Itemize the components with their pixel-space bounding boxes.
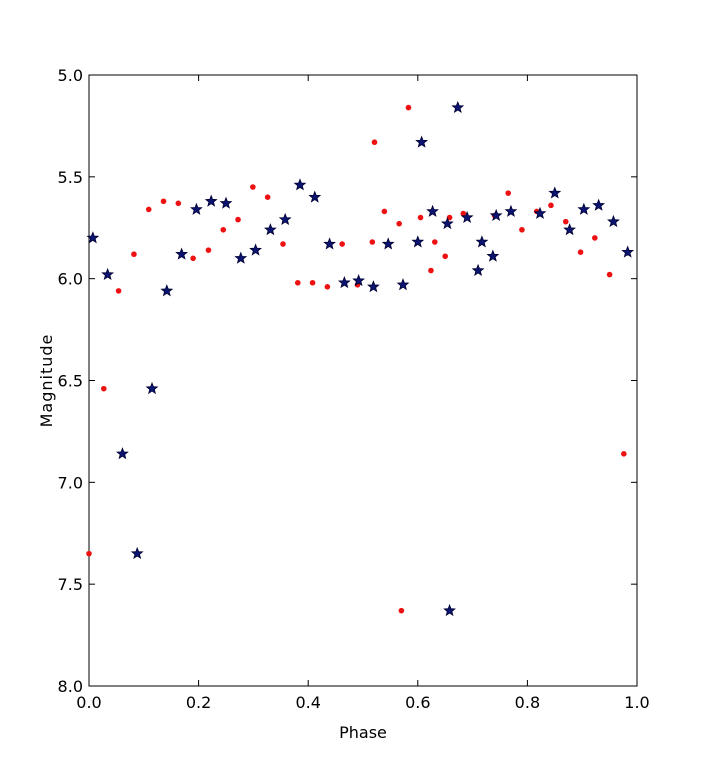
star-data-point [548, 186, 562, 199]
circle-data-point [205, 247, 212, 253]
star-data-point [367, 280, 380, 293]
star-data-point [451, 100, 465, 114]
circle-data-point [505, 190, 512, 196]
circle-data-point [160, 198, 167, 205]
circle-data-point [309, 279, 316, 286]
x-tick-label: 1.0 [624, 693, 649, 712]
data-points [86, 100, 635, 617]
circle-data-point [100, 385, 107, 392]
y-tick-label: 6.5 [58, 372, 83, 391]
plot-area [88, 74, 638, 687]
circle-data-point [398, 607, 405, 614]
star-data-point [323, 237, 336, 250]
star-data-point [130, 546, 144, 560]
star-data-point [249, 243, 262, 256]
x-tick-label: 0.2 [186, 693, 211, 712]
circle-data-point [145, 206, 152, 213]
circle-data-point [190, 255, 196, 262]
circle-data-point [294, 279, 301, 286]
circle-data-point [235, 216, 241, 223]
star-data-point [533, 206, 547, 219]
circle-data-point [621, 451, 627, 457]
star-data-point [86, 231, 100, 244]
circle-data-point [606, 271, 613, 278]
circle-data-point [396, 220, 402, 227]
star-data-point [621, 245, 635, 258]
circle-data-point [371, 139, 378, 146]
star-data-point [308, 190, 322, 203]
circle-data-point [131, 251, 137, 258]
star-data-point [116, 447, 129, 460]
x-tick-label: 0.4 [295, 693, 320, 712]
star-data-point [592, 198, 606, 211]
star-data-point [460, 210, 474, 223]
circle-data-point [460, 210, 467, 217]
circle-data-point [577, 249, 584, 255]
circle-data-point [339, 241, 345, 247]
circle-data-point [446, 214, 453, 221]
star-data-point [396, 278, 410, 291]
y-tick-label: 5.5 [58, 168, 83, 187]
circle-data-point [431, 239, 438, 245]
circle-data-point [264, 194, 271, 200]
circle-data-point [417, 214, 424, 221]
y-tick-label: 7.0 [58, 473, 83, 492]
star-data-point [204, 194, 218, 207]
star-data-point [411, 235, 425, 248]
star-data-point [160, 284, 174, 297]
star-data-point [337, 276, 351, 289]
star-data-point [263, 223, 277, 236]
star-data-point [607, 214, 620, 228]
circle-data-point [115, 288, 122, 294]
circle-data-point [428, 267, 434, 274]
circle-data-point [250, 184, 256, 190]
y-tick-label: 5.0 [58, 66, 83, 85]
circle-data-point [519, 226, 525, 233]
axis-tick-labels: 0.0 0.2 0.4 0.6 0.8 1.0 5.0 5.5 6.0 6.5 7.0 7.5 8.0 [58, 66, 650, 712]
star-data-point [175, 247, 189, 260]
circle-data-point [562, 218, 569, 225]
x-axis-label: Phase [339, 723, 387, 742]
star-data-point [504, 204, 518, 217]
star-data-point [293, 178, 307, 191]
circle-data-point [280, 241, 286, 247]
star-data-point [489, 208, 503, 221]
y-axis-label: Magnitude [37, 334, 56, 428]
star-data-point [441, 216, 454, 230]
y-tick-label: 7.5 [58, 575, 83, 594]
star-data-point [145, 381, 159, 395]
star-data-point [219, 196, 233, 209]
circle-data-point [405, 104, 412, 111]
x-tick-label: 0.8 [515, 693, 540, 712]
star-data-point [190, 202, 203, 215]
axis-ticks [88, 74, 638, 687]
circle-data-point [381, 208, 388, 215]
star-data-point [486, 249, 500, 262]
star-data-point [101, 267, 115, 281]
circle-data-point [592, 235, 598, 241]
circle-data-point [369, 239, 376, 245]
circle-data-point [86, 550, 92, 557]
circle-data-point [324, 284, 331, 290]
x-tick-label: 0.0 [76, 693, 101, 712]
x-tick-label: 0.6 [405, 693, 430, 712]
star-data-point [471, 263, 485, 276]
star-data-point [563, 223, 576, 236]
circle-data-point [548, 202, 554, 209]
star-data-point [475, 235, 489, 248]
y-tick-label: 8.0 [58, 677, 83, 696]
star-data-point [352, 273, 365, 287]
circle-data-point [442, 253, 449, 260]
star-data-point [426, 204, 439, 217]
star-data-point [234, 251, 248, 264]
star-data-point [381, 237, 395, 250]
star-data-point [415, 135, 429, 148]
circle-data-point [175, 200, 182, 207]
y-tick-label: 6.0 [58, 270, 83, 289]
star-data-point [278, 212, 292, 226]
circle-data-point [220, 226, 227, 233]
star-data-point [443, 603, 456, 617]
star-data-point [577, 202, 591, 215]
